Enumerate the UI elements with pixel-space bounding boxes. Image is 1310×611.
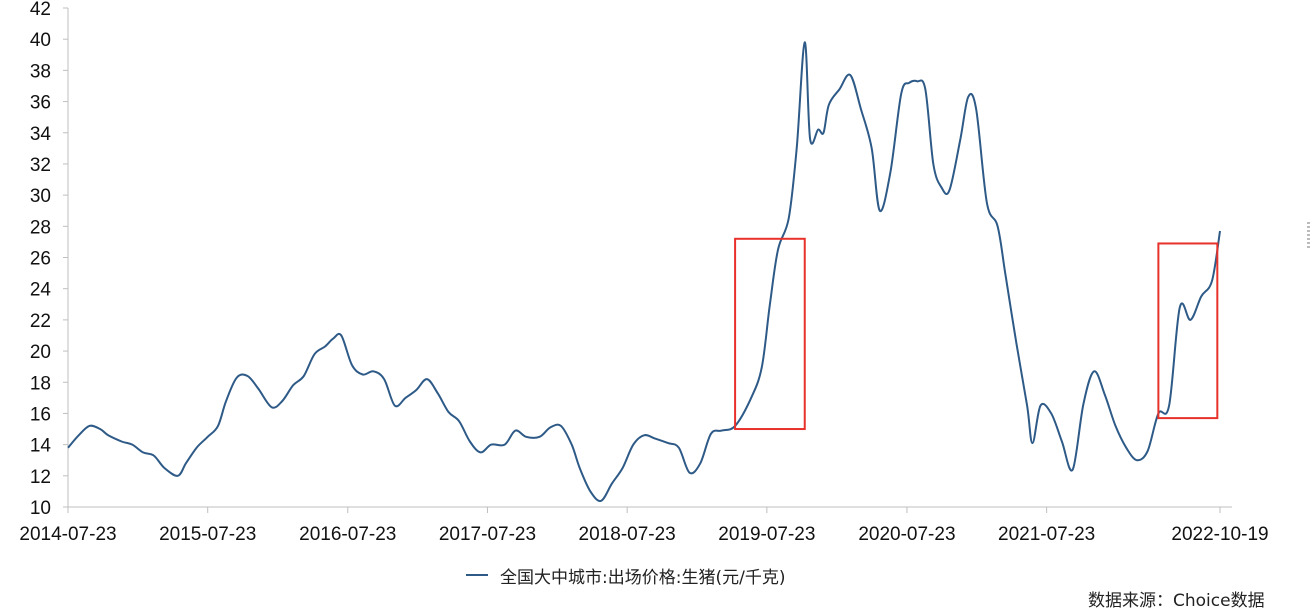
y-tick-label: 12 — [30, 467, 51, 488]
highlight-box — [1157, 242, 1219, 420]
x-tick-label: 2019-07-23 — [718, 524, 815, 545]
x-tick-label: 2018-07-23 — [579, 524, 676, 545]
y-tick-label: 32 — [30, 155, 51, 176]
x-tick-label: 2014-07-23 — [19, 524, 116, 545]
y-tick-label: 30 — [30, 186, 51, 207]
x-tick-label: 2020-07-23 — [858, 524, 955, 545]
y-tick-label: 20 — [30, 342, 51, 363]
y-tick-label: 42 — [30, 0, 51, 20]
y-tick-label: 14 — [30, 436, 52, 457]
x-tick-label: 2022-10-19 — [1171, 524, 1268, 545]
legend-label: 全国大中城市:出场价格:生猪(元/千克) — [500, 567, 786, 588]
legend: 全国大中城市:出场价格:生猪(元/千克) — [466, 561, 785, 589]
y-tick-label: 18 — [30, 373, 51, 394]
y-tick-label: 40 — [30, 30, 51, 51]
x-tick-label: 2016-07-23 — [299, 524, 396, 545]
x-tick-label: 2015-07-23 — [159, 524, 256, 545]
y-tick-label: 36 — [30, 93, 51, 114]
source-note: 数据来源：Choice数据 — [1088, 591, 1265, 611]
highlight-box — [734, 237, 806, 431]
y-tick-label: 38 — [30, 61, 51, 82]
x-tick-label: 2017-07-23 — [439, 524, 536, 545]
series-line-live-hog-price — [67, 41, 1221, 502]
y-tick-label: 16 — [30, 404, 51, 425]
y-tick-label: 34 — [30, 124, 52, 145]
y-tick-label: 28 — [30, 217, 51, 238]
legend-line-swatch — [466, 574, 488, 576]
y-tick-label: 26 — [30, 249, 51, 270]
y-tick-label: 22 — [30, 311, 51, 332]
y-tick-label: 10 — [30, 498, 51, 519]
y-tick-label: 24 — [30, 280, 52, 301]
resize-grip[interactable] — [1307, 222, 1310, 248]
line-chart: 10 12 14 16 18 20 22 24 26 28 30 32 34 36 38 40 42 2014-0… — [19, 0, 1268, 545]
x-tick-label: 2021-07-23 — [998, 524, 1095, 545]
